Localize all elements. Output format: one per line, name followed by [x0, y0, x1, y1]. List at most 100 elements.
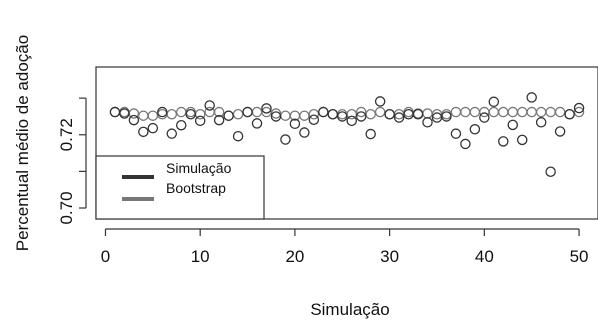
point-simulacao [138, 126, 149, 138]
point-simulacao [242, 106, 253, 118]
point-simulacao [441, 111, 452, 122]
point-simulacao [128, 114, 140, 126]
point-bootstrap [545, 106, 556, 118]
point-simulacao [185, 108, 196, 120]
point-bootstrap [573, 106, 585, 118]
point-simulacao [412, 108, 424, 120]
point-simulacao [261, 103, 272, 114]
x-tick-label: 40 [475, 247, 494, 266]
legend: Simulação Bootstrap [95, 155, 265, 220]
point-simulacao [460, 138, 471, 150]
y-tick-label: 0.72 [57, 118, 76, 151]
y-axis-title: Percentual médio de adoção [13, 35, 32, 251]
point-simulacao [157, 106, 168, 118]
point-bootstrap [175, 106, 187, 118]
point-simulacao [308, 114, 320, 125]
point-simulacao [232, 130, 244, 142]
legend-label-bootstrap: Bootstrap [166, 180, 226, 196]
point-bootstrap [488, 106, 500, 118]
point-bootstrap [526, 106, 537, 118]
point-bootstrap [479, 106, 490, 118]
point-simulacao [337, 111, 348, 122]
point-simulacao [270, 111, 282, 122]
x-tick-label: 30 [380, 247, 399, 266]
point-simulacao [289, 118, 301, 130]
point-simulacao [119, 108, 130, 119]
point-bootstrap [469, 106, 481, 118]
point-simulacao [479, 112, 490, 123]
x-axis: 0 10 20 30 40 50 [101, 228, 589, 266]
point-simulacao [175, 119, 187, 131]
point-simulacao [280, 134, 291, 145]
point-bootstrap [308, 108, 320, 120]
point-bootstrap [346, 108, 357, 120]
point-simulacao [488, 96, 500, 108]
point-bootstrap [280, 110, 291, 121]
point-bootstrap [337, 108, 348, 120]
point-simulacao [450, 128, 462, 139]
point-simulacao [318, 106, 329, 118]
point-simulacao [535, 117, 547, 128]
point-bootstrap [403, 106, 414, 118]
point-bootstrap [355, 106, 367, 118]
point-simulacao [469, 124, 481, 135]
x-tick-label: 20 [285, 247, 304, 266]
point-simulacao [213, 114, 225, 126]
point-simulacao [516, 134, 528, 146]
point-simulacao [564, 108, 575, 120]
point-bootstrap [460, 106, 471, 118]
point-bootstrap [157, 108, 168, 120]
point-bootstrap [422, 108, 433, 119]
y-axis: 0.70 0.72 [57, 97, 87, 225]
point-bootstrap [213, 106, 225, 118]
point-simulacao [365, 128, 376, 140]
x-axis-title: Simulação [310, 300, 389, 319]
point-bootstrap [554, 106, 566, 118]
point-bootstrap [498, 106, 509, 118]
point-simulacao [166, 128, 178, 139]
point-bootstrap [166, 108, 178, 120]
point-simulacao [147, 122, 159, 134]
point-simulacao [204, 100, 215, 111]
point-simulacao [545, 166, 556, 178]
point-simulacao [422, 117, 433, 128]
point-simulacao [109, 106, 121, 118]
point-simulacao [384, 108, 395, 120]
point-bootstrap [232, 108, 244, 120]
y-tick-label: 0.70 [57, 191, 76, 224]
point-bootstrap [251, 106, 263, 118]
point-simulacao [393, 112, 405, 123]
point-simulacao [526, 92, 537, 103]
point-simulacao [355, 111, 367, 122]
point-bootstrap [374, 106, 386, 118]
point-simulacao [346, 115, 357, 127]
point-simulacao [194, 115, 206, 127]
point-bootstrap [147, 110, 159, 121]
point-simulacao [251, 118, 263, 129]
point-simulacao [327, 108, 339, 120]
point-bootstrap [441, 108, 452, 120]
x-tick-label: 10 [191, 247, 210, 266]
point-bootstrap [516, 106, 528, 118]
legend-label-simulacao: Simulação [166, 160, 232, 176]
point-simulacao [507, 119, 519, 131]
point-simulacao [299, 127, 310, 138]
point-bootstrap [450, 106, 462, 118]
point-bootstrap [138, 110, 149, 121]
x-tick-label: 50 [570, 247, 589, 266]
point-simulacao [223, 110, 234, 121]
plot-frame [95, 66, 598, 220]
point-simulacao [403, 108, 414, 120]
point-bootstrap [185, 106, 196, 118]
point-bootstrap [535, 106, 547, 118]
legend-box [95, 155, 265, 220]
point-simulacao [573, 102, 585, 114]
point-bootstrap [365, 108, 376, 120]
points-layer [109, 92, 585, 178]
point-simulacao [498, 136, 509, 147]
point-bootstrap [299, 110, 310, 121]
point-simulacao [374, 96, 386, 107]
point-bootstrap [270, 108, 282, 119]
x-tick-label: 0 [101, 247, 110, 266]
